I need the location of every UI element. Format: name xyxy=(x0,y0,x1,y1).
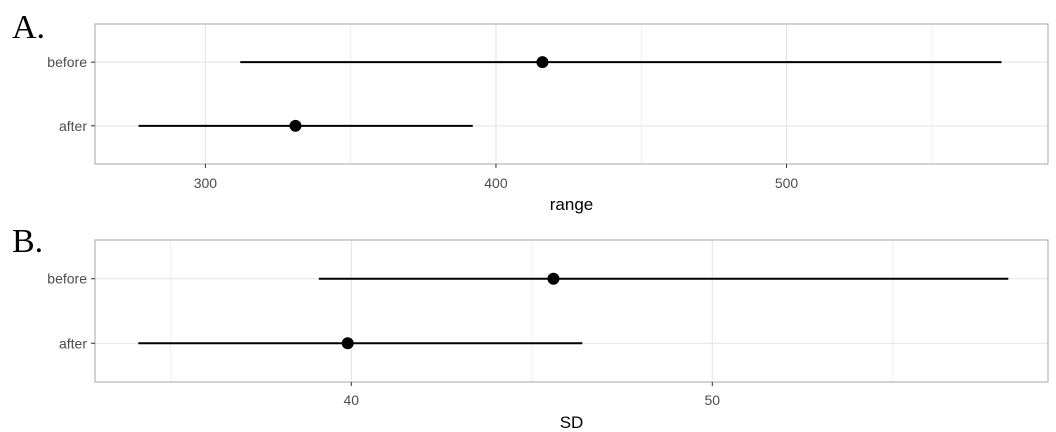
x-tick-label: 500 xyxy=(775,175,799,191)
panel-b: before after 40 50 SD B. xyxy=(12,223,1049,432)
y-tick-label: before xyxy=(47,54,87,70)
x-axis-title: range xyxy=(550,195,593,214)
x-tick-label: 50 xyxy=(704,392,720,408)
x-tick-label: 40 xyxy=(344,392,360,408)
point-estimate-before xyxy=(547,272,560,285)
x-axis-title: SD xyxy=(560,413,584,432)
y-tick-label: after xyxy=(59,335,87,351)
plot-background xyxy=(95,240,1048,382)
plot-border xyxy=(94,239,1049,383)
panel-label: A. xyxy=(12,9,45,46)
y-tick-label: before xyxy=(47,271,87,287)
plot-border xyxy=(94,23,1049,165)
plot-background xyxy=(95,24,1048,164)
x-tick-label: 300 xyxy=(194,175,218,191)
x-tick-label: 400 xyxy=(484,175,508,191)
point-estimate-after xyxy=(289,119,302,132)
panel-a: before after 300 400 500 range A. xyxy=(12,9,1049,214)
point-estimate-after xyxy=(341,337,354,350)
panel-label: B. xyxy=(12,223,43,260)
y-tick-label: after xyxy=(59,118,87,134)
point-estimate-before xyxy=(536,56,549,69)
